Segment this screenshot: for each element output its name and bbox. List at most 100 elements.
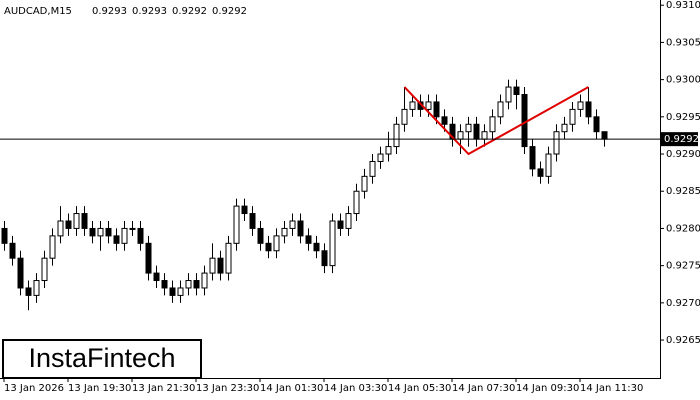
candle-body xyxy=(33,280,40,296)
candle-body xyxy=(401,108,408,125)
x-tick-label: 13 Jan 21:30 xyxy=(132,383,195,394)
x-tick-label: 14 Jan 05:30 xyxy=(388,383,451,394)
candle-body xyxy=(569,108,576,125)
candle-body xyxy=(233,205,240,244)
candle-body xyxy=(313,242,320,252)
candle-body xyxy=(393,123,400,148)
candle-body xyxy=(505,86,512,103)
candle-body xyxy=(337,220,344,229)
y-tick-label: 0.9270 xyxy=(666,298,700,309)
candle-body xyxy=(409,101,416,110)
candle-body xyxy=(41,257,48,282)
y-tick-label: 0.9280 xyxy=(666,223,700,234)
candle-body xyxy=(281,227,288,237)
x-tick-label: 13 Jan 23:30 xyxy=(196,383,259,394)
candle-body xyxy=(201,272,208,289)
candle-body xyxy=(225,242,232,274)
candle-body xyxy=(241,205,248,215)
candle-body xyxy=(601,131,608,140)
x-tick-label: 14 Jan 03:30 xyxy=(324,383,387,394)
pattern-line xyxy=(403,86,589,156)
candle-body xyxy=(257,227,264,244)
candle-body xyxy=(385,146,392,155)
x-tick-label: 14 Jan 11:30 xyxy=(580,383,643,394)
candle-body xyxy=(129,227,136,230)
candle-body xyxy=(329,220,336,267)
header-value: 0.9293 xyxy=(92,6,127,17)
candle-body xyxy=(561,123,568,133)
y-tick-label: 0.9300 xyxy=(666,75,700,86)
candle-body xyxy=(209,257,216,274)
candle-body xyxy=(473,123,480,140)
candle-body xyxy=(481,131,488,140)
candle-body xyxy=(89,227,96,237)
candle-body xyxy=(369,160,376,177)
candle-body xyxy=(433,101,440,118)
x-tick-label: 14 Jan 01:30 xyxy=(260,383,323,394)
candle-body xyxy=(49,235,56,259)
x-tick-label: 13 Jan 2026 xyxy=(4,383,64,394)
candle-body xyxy=(265,242,272,252)
candle-body xyxy=(577,101,584,110)
candle-body xyxy=(161,280,168,289)
candle-body xyxy=(457,131,464,140)
candle-body xyxy=(97,227,104,237)
candle-body xyxy=(145,242,152,274)
logo: InstaFintech xyxy=(28,343,175,373)
candle-body xyxy=(217,257,224,274)
chart-title: AUDCAD,M15 xyxy=(4,6,72,17)
candle-body xyxy=(425,101,432,110)
candle-body xyxy=(185,280,192,289)
candle-body xyxy=(153,272,160,282)
header-value: 0.9292 xyxy=(212,6,247,17)
candle-body xyxy=(289,220,296,229)
candle-body xyxy=(465,123,472,133)
candle-body xyxy=(121,227,128,244)
y-tick-label: 0.9310 xyxy=(666,0,700,11)
candle-body xyxy=(305,235,312,244)
candle-body xyxy=(553,131,560,155)
candle-body xyxy=(105,227,112,237)
candle-body xyxy=(65,220,72,229)
candle-body xyxy=(73,213,80,229)
candle-body xyxy=(361,175,368,192)
candle-body xyxy=(249,213,256,229)
y-tick-label: 0.9305 xyxy=(666,37,700,48)
candle-body xyxy=(377,153,384,162)
candle-body xyxy=(273,235,280,252)
price-label: 0.9292 xyxy=(664,134,699,145)
candle-body xyxy=(345,213,352,229)
y-tick-label: 0.9265 xyxy=(666,335,700,346)
y-tick-label: 0.9285 xyxy=(666,186,700,197)
candle-body xyxy=(321,250,328,267)
header-value: 0.9293 xyxy=(132,6,167,17)
candle-body xyxy=(177,287,184,296)
y-tick-label: 0.9290 xyxy=(666,149,700,160)
candle-body xyxy=(193,280,200,289)
logo-box xyxy=(2,339,202,379)
candle-body xyxy=(169,287,176,296)
y-tick-label: 0.9295 xyxy=(666,112,700,123)
candle-body xyxy=(17,257,24,289)
candle-body xyxy=(297,220,304,237)
x-tick-label: 13 Jan 19:30 xyxy=(68,383,131,394)
candle-body xyxy=(353,190,360,215)
candle-body xyxy=(545,153,552,177)
y-tick-label: 0.9275 xyxy=(666,261,700,272)
candle-body xyxy=(113,235,120,244)
candle-body xyxy=(593,116,600,133)
candle-body xyxy=(25,287,32,296)
candle-body xyxy=(9,242,16,259)
candle-body xyxy=(537,168,544,177)
x-tick-label: 14 Jan 07:30 xyxy=(452,383,515,394)
candle-body xyxy=(1,227,8,244)
x-tick-label: 14 Jan 09:30 xyxy=(516,383,579,394)
candle-body xyxy=(489,116,496,133)
candle-body xyxy=(513,86,520,95)
candle-body xyxy=(497,101,504,118)
header-value: 0.9292 xyxy=(172,6,207,17)
candle-body xyxy=(441,116,448,125)
candle-body xyxy=(137,227,144,244)
price-label-bg xyxy=(661,132,698,147)
